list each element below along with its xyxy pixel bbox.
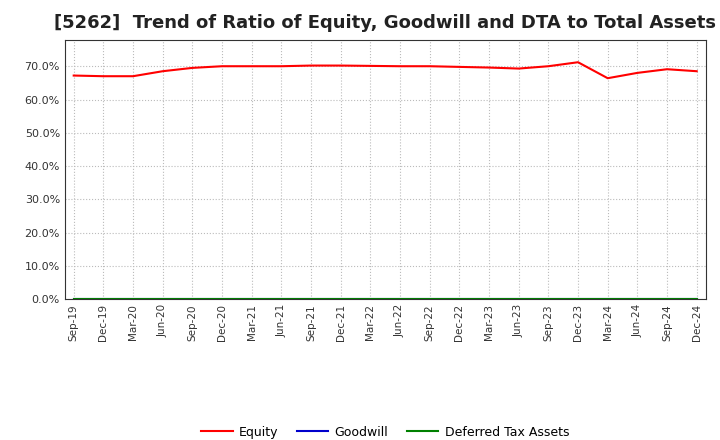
Deferred Tax Assets xyxy=(574,297,582,302)
Equity xyxy=(574,59,582,65)
Deferred Tax Assets xyxy=(633,297,642,302)
Goodwill xyxy=(396,297,405,302)
Deferred Tax Assets xyxy=(693,297,701,302)
Goodwill xyxy=(574,297,582,302)
Equity xyxy=(277,64,286,69)
Goodwill xyxy=(248,297,256,302)
Deferred Tax Assets xyxy=(544,297,553,302)
Equity xyxy=(603,76,612,81)
Deferred Tax Assets xyxy=(485,297,493,302)
Deferred Tax Assets xyxy=(662,297,671,302)
Equity xyxy=(99,73,108,79)
Deferred Tax Assets xyxy=(217,297,226,302)
Equity xyxy=(693,69,701,74)
Goodwill xyxy=(662,297,671,302)
Deferred Tax Assets xyxy=(277,297,286,302)
Goodwill xyxy=(485,297,493,302)
Equity xyxy=(188,65,197,70)
Equity xyxy=(633,70,642,76)
Goodwill xyxy=(69,297,78,302)
Equity xyxy=(336,63,345,68)
Equity xyxy=(426,64,434,69)
Deferred Tax Assets xyxy=(307,297,315,302)
Goodwill xyxy=(158,297,167,302)
Equity xyxy=(248,64,256,69)
Deferred Tax Assets xyxy=(158,297,167,302)
Goodwill xyxy=(307,297,315,302)
Equity xyxy=(69,73,78,78)
Goodwill xyxy=(426,297,434,302)
Deferred Tax Assets xyxy=(248,297,256,302)
Goodwill xyxy=(336,297,345,302)
Goodwill xyxy=(544,297,553,302)
Deferred Tax Assets xyxy=(188,297,197,302)
Line: Equity: Equity xyxy=(73,62,697,78)
Deferred Tax Assets xyxy=(99,297,108,302)
Deferred Tax Assets xyxy=(426,297,434,302)
Goodwill xyxy=(633,297,642,302)
Legend: Equity, Goodwill, Deferred Tax Assets: Equity, Goodwill, Deferred Tax Assets xyxy=(197,421,574,440)
Equity xyxy=(514,66,523,71)
Equity xyxy=(129,73,138,79)
Deferred Tax Assets xyxy=(366,297,374,302)
Goodwill xyxy=(693,297,701,302)
Equity xyxy=(485,65,493,70)
Goodwill xyxy=(188,297,197,302)
Equity xyxy=(158,69,167,74)
Goodwill xyxy=(366,297,374,302)
Equity xyxy=(396,64,405,69)
Goodwill xyxy=(514,297,523,302)
Deferred Tax Assets xyxy=(455,297,464,302)
Deferred Tax Assets xyxy=(603,297,612,302)
Equity xyxy=(455,64,464,70)
Equity xyxy=(366,63,374,69)
Equity xyxy=(307,63,315,68)
Deferred Tax Assets xyxy=(514,297,523,302)
Goodwill xyxy=(217,297,226,302)
Goodwill xyxy=(99,297,108,302)
Equity xyxy=(217,64,226,69)
Goodwill xyxy=(277,297,286,302)
Deferred Tax Assets xyxy=(336,297,345,302)
Equity xyxy=(662,66,671,72)
Goodwill xyxy=(603,297,612,302)
Deferred Tax Assets xyxy=(69,297,78,302)
Deferred Tax Assets xyxy=(129,297,138,302)
Title: [5262]  Trend of Ratio of Equity, Goodwill and DTA to Total Assets: [5262] Trend of Ratio of Equity, Goodwil… xyxy=(54,15,716,33)
Equity xyxy=(544,64,553,69)
Deferred Tax Assets xyxy=(396,297,405,302)
Goodwill xyxy=(129,297,138,302)
Goodwill xyxy=(455,297,464,302)
